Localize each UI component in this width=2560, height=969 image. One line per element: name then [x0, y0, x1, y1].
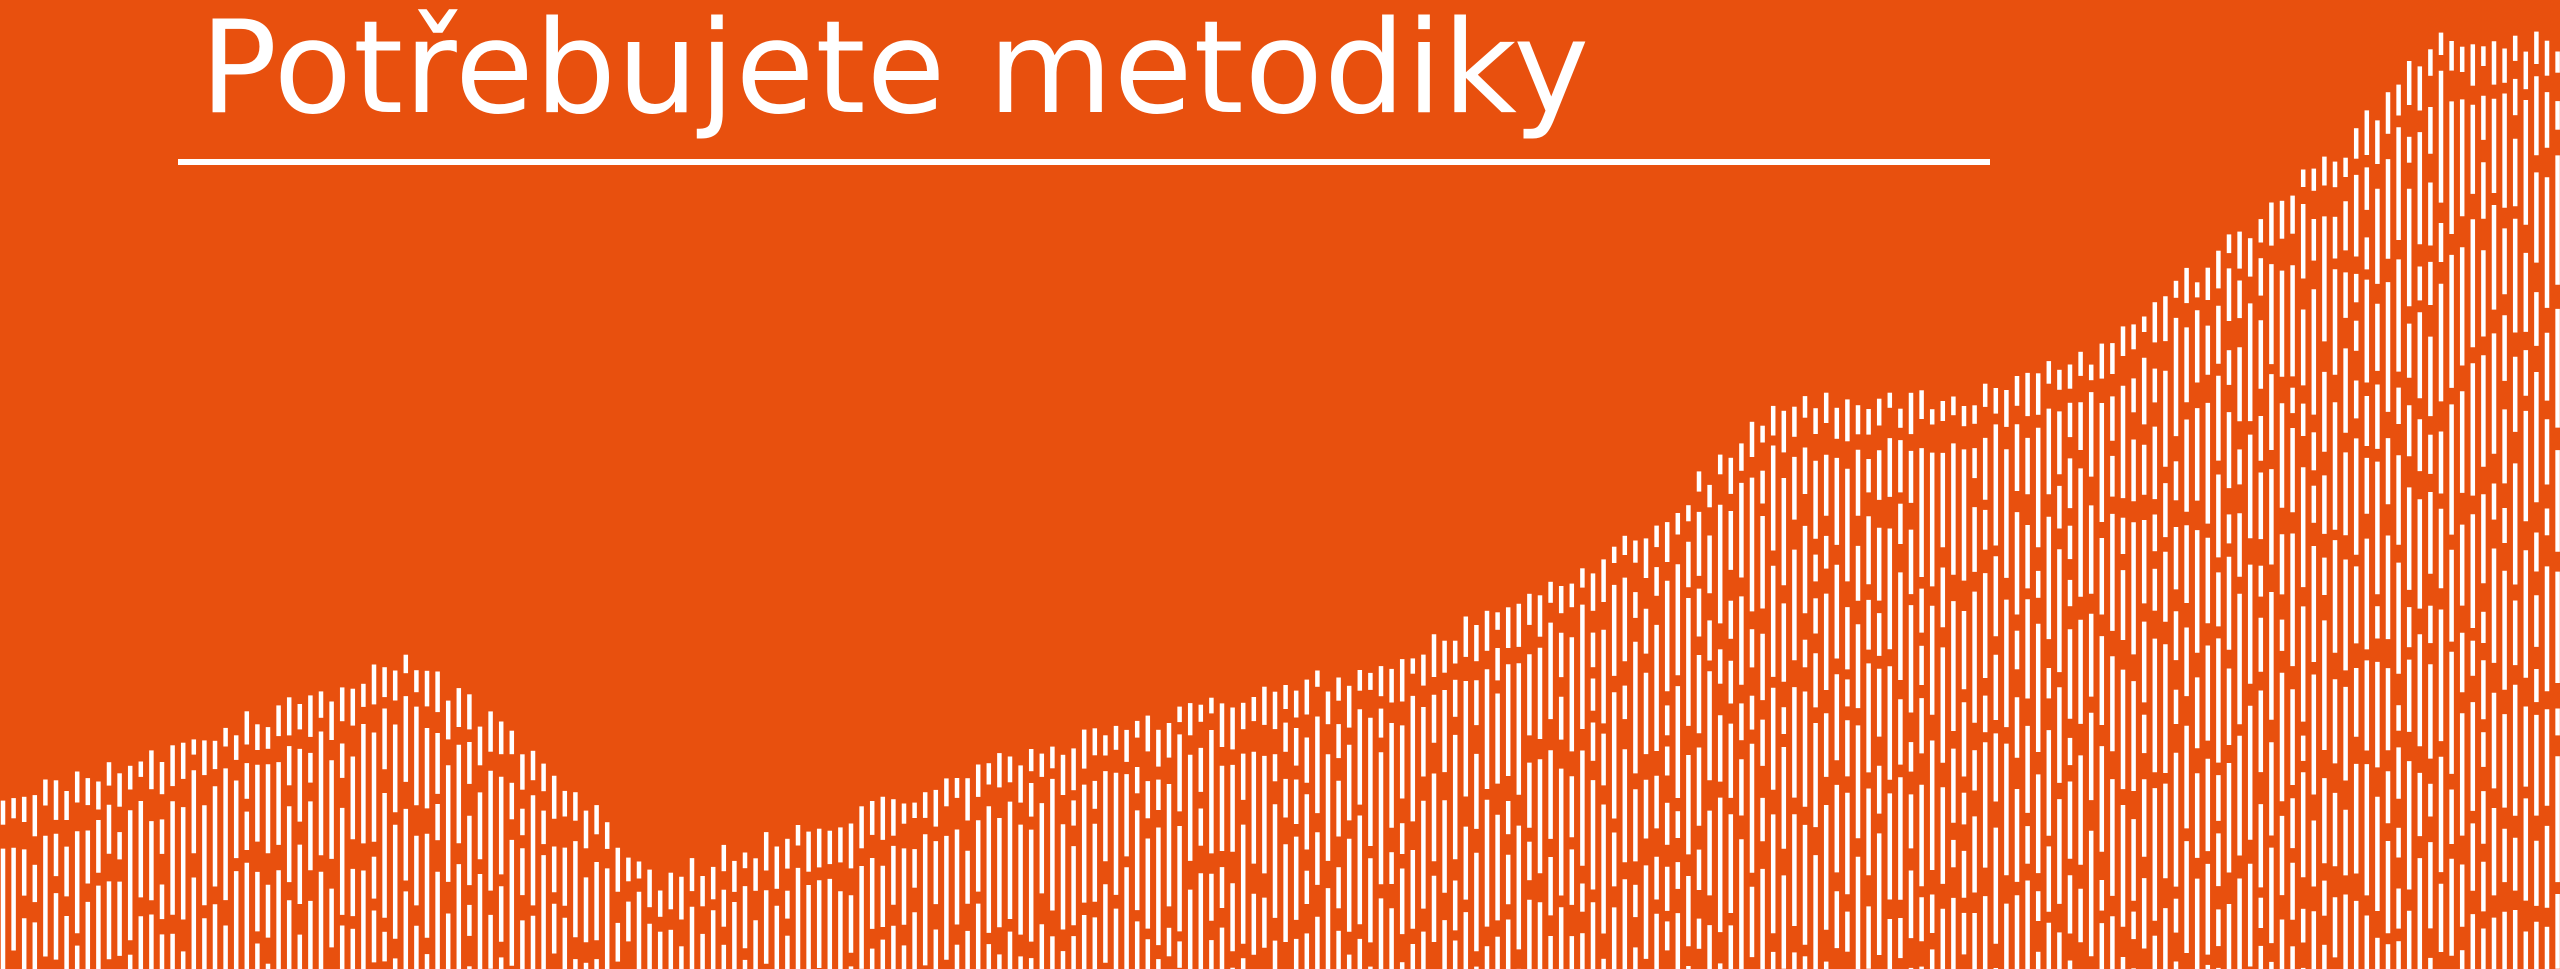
title-underline [178, 159, 1990, 165]
title: Potřebujete metodiky [200, 0, 1591, 143]
